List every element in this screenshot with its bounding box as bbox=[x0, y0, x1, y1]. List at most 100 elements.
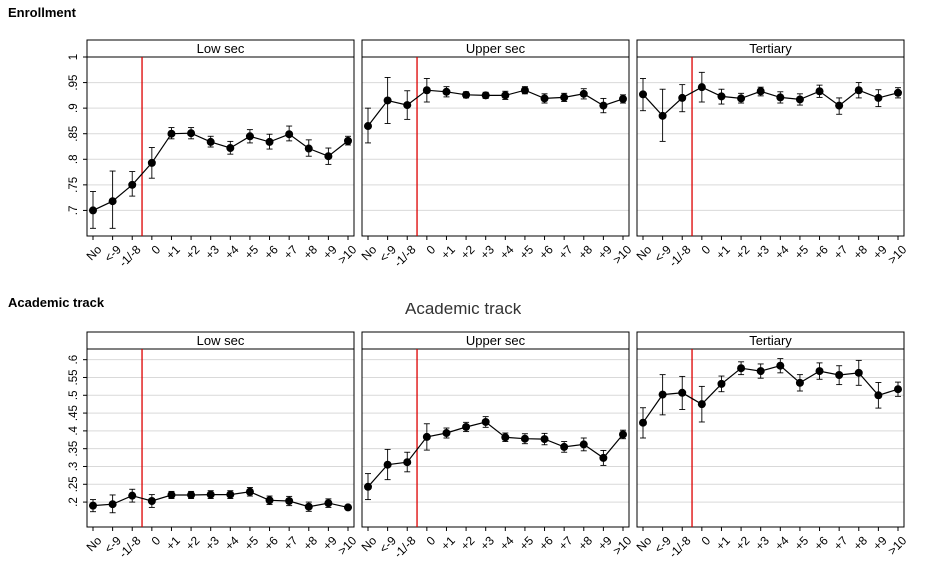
data-point bbox=[560, 442, 569, 451]
y-tick-label: .35 bbox=[68, 441, 80, 457]
x-tick-label: 0 bbox=[424, 242, 439, 257]
data-point bbox=[717, 92, 726, 101]
data-point bbox=[89, 206, 97, 215]
x-tick-label: No bbox=[84, 242, 105, 263]
data-point bbox=[815, 87, 824, 96]
data-point bbox=[501, 91, 510, 100]
data-point bbox=[226, 490, 235, 499]
x-tick-label: >10 bbox=[335, 242, 360, 267]
data-point bbox=[364, 122, 372, 131]
data-point bbox=[815, 367, 824, 376]
x-tick-label: +6 bbox=[536, 533, 556, 553]
data-point bbox=[540, 435, 549, 444]
data-point bbox=[540, 94, 549, 103]
panel-title: Tertiary bbox=[749, 333, 792, 348]
data-point bbox=[442, 429, 451, 438]
data-point bbox=[520, 434, 529, 443]
data-point bbox=[737, 94, 746, 103]
x-tick-label: +6 bbox=[811, 533, 831, 553]
data-point bbox=[658, 390, 667, 399]
data-point bbox=[835, 370, 844, 379]
panel-title: Low sec bbox=[197, 41, 245, 56]
x-tick-label: +6 bbox=[536, 242, 556, 262]
data-point bbox=[442, 87, 451, 96]
data-point bbox=[344, 136, 352, 145]
data-point bbox=[678, 388, 687, 397]
data-point bbox=[697, 83, 706, 92]
data-point bbox=[285, 497, 294, 506]
plot-frame bbox=[361, 56, 630, 237]
data-point bbox=[383, 96, 392, 105]
x-tick-label: +8 bbox=[576, 242, 596, 262]
x-tick-label: +7 bbox=[831, 242, 851, 262]
x-tick-label: +7 bbox=[831, 533, 851, 553]
data-point bbox=[167, 490, 176, 499]
data-point bbox=[619, 430, 627, 439]
y-tick-label: .7 bbox=[68, 206, 80, 216]
y-tick-label: .75 bbox=[68, 177, 80, 193]
data-point bbox=[265, 496, 274, 505]
data-point bbox=[697, 400, 706, 409]
data-point bbox=[344, 503, 352, 512]
y-tick-label: .85 bbox=[68, 126, 80, 142]
y-tick-label: .45 bbox=[68, 405, 80, 421]
x-tick-label: +6 bbox=[811, 242, 831, 262]
x-tick-label: +4 bbox=[772, 533, 792, 553]
plot-frame bbox=[636, 56, 905, 237]
x-tick-label: +3 bbox=[752, 242, 772, 262]
x-tick-label: No bbox=[634, 242, 655, 263]
data-point bbox=[658, 111, 667, 120]
y-tick-label: .3 bbox=[68, 462, 80, 472]
data-point bbox=[128, 180, 137, 189]
data-point bbox=[854, 86, 863, 95]
x-tick-label: +7 bbox=[281, 533, 301, 553]
x-tick-label: >10 bbox=[610, 533, 635, 558]
panel-title: Upper sec bbox=[466, 41, 526, 56]
x-tick-label: 0 bbox=[699, 533, 714, 548]
data-point bbox=[304, 144, 313, 153]
panel-title: Low sec bbox=[197, 333, 245, 348]
data-point bbox=[874, 93, 883, 102]
x-tick-label: +5 bbox=[242, 533, 262, 553]
x-tick-label: >10 bbox=[885, 533, 910, 558]
data-point bbox=[579, 440, 588, 449]
data-point bbox=[619, 94, 627, 103]
x-tick-label: +4 bbox=[497, 533, 517, 553]
x-tick-label: +2 bbox=[458, 242, 478, 262]
x-tick-label: +3 bbox=[752, 533, 772, 553]
series-line bbox=[92, 132, 349, 211]
data-point bbox=[167, 129, 176, 138]
x-tick-label: +8 bbox=[851, 533, 871, 553]
x-tick-label: +6 bbox=[261, 242, 281, 262]
panel-4: Low sec.2.25.3.35.4.45.5.55.6No<-9-1/-8 0… bbox=[68, 331, 360, 561]
y-tick-label: .6 bbox=[68, 355, 80, 365]
y-tick-label: .9 bbox=[68, 103, 80, 113]
x-tick-label: +5 bbox=[792, 533, 812, 553]
x-tick-label: +2 bbox=[183, 533, 203, 553]
data-point bbox=[776, 361, 785, 370]
x-tick-label: +2 bbox=[183, 242, 203, 262]
data-point bbox=[501, 433, 510, 442]
data-point bbox=[364, 482, 372, 491]
data-point bbox=[422, 432, 431, 441]
x-tick-label: +6 bbox=[261, 533, 281, 553]
data-point bbox=[324, 152, 333, 161]
x-tick-label: +5 bbox=[517, 533, 537, 553]
section-title-academic-track: Academic track bbox=[8, 295, 105, 310]
x-tick-label: +1 bbox=[163, 242, 183, 262]
panel-title: Tertiary bbox=[749, 41, 792, 56]
y-tick-label: 1 bbox=[68, 54, 80, 60]
data-point bbox=[639, 418, 647, 427]
y-tick-label: .95 bbox=[68, 75, 80, 91]
x-tick-label: +3 bbox=[202, 533, 222, 553]
x-tick-label: >10 bbox=[335, 533, 360, 558]
data-point bbox=[737, 364, 746, 373]
data-point bbox=[462, 90, 471, 99]
x-tick-label: +7 bbox=[281, 242, 301, 262]
x-tick-label: +7 bbox=[556, 242, 576, 262]
data-point bbox=[874, 391, 883, 400]
